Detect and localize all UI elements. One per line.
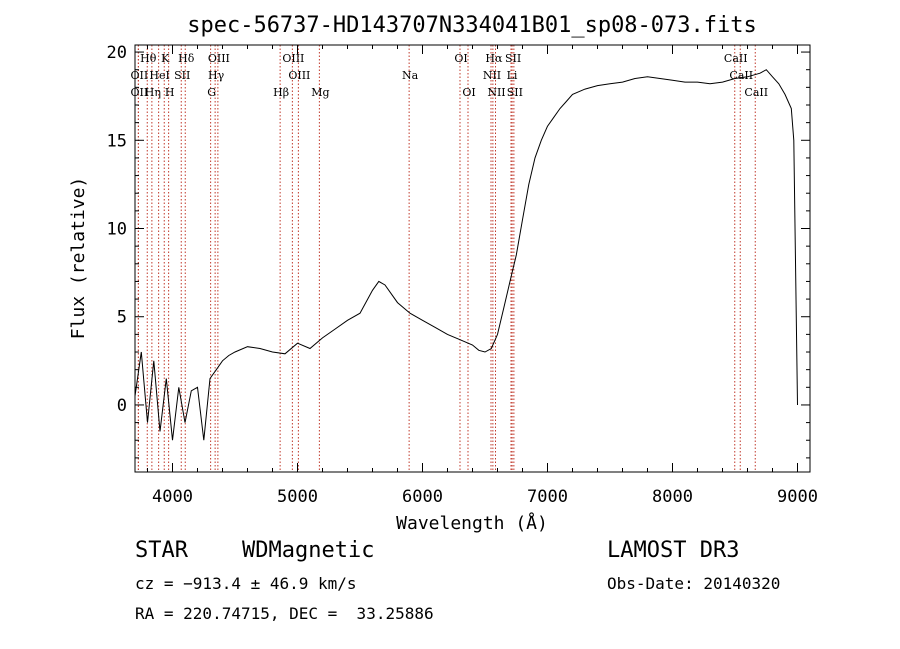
line-marker-label: Hβ [273,86,289,99]
object-class: STAR [135,538,188,563]
object-subclass: WDMagnetic [242,538,375,563]
chart-title: spec-56737-HD143707N334041B01_sp08-073.f… [187,13,757,38]
line-marker-label: NII [483,69,501,82]
line-marker-label: Hγ [208,69,225,82]
y-axis-label: Flux (relative) [68,177,89,340]
y-tick-label: 10 [107,220,127,240]
line-marker-label: K [161,52,170,65]
line-marker-label: OII [131,69,149,82]
line-marker-label: Hδ [178,52,195,65]
line-marker-label: SII [507,86,523,99]
line-marker-label: SII [174,69,190,82]
line-marker-label: Li [507,69,518,82]
line-marker-label: HeI [149,69,169,82]
x-tick-label: 7000 [527,487,568,507]
y-tick-label: 5 [117,308,127,328]
line-marker-label: CaII [744,86,768,99]
line-marker-label: Na [402,69,419,82]
line-marker-label: Hα [485,52,503,65]
x-tick-label: 6000 [402,487,443,507]
line-marker-label: NII [487,86,505,99]
plot-frame [134,44,811,473]
coordinates: RA = 220.74715, DEC = 33.25886 [135,604,434,623]
line-marker-label: OI [454,52,467,65]
x-tick-label: 9000 [777,487,818,507]
line-marker-label: SII [505,52,521,65]
line-marker-label: CaII [729,69,753,82]
line-marker-label: CaII [724,52,748,65]
line-marker-label: OIII [288,69,310,82]
line-marker-label: G [207,86,216,99]
line-marker-label: OIII [208,52,230,65]
line-marker-label: OI [462,86,475,99]
line-marker-label: Hθ [140,52,157,65]
line-marker-group [137,45,756,472]
spectrum-series-line [134,69,798,441]
line-marker-label: H [165,86,175,99]
y-axis-ticks: 0 5 10 15 20 [107,43,810,459]
line-marker-label: Mg [311,86,329,99]
x-tick-label: 4000 [152,487,193,507]
y-tick-label: 15 [107,131,127,151]
redshift-velocity: cz = −913.4 ± 46.9 km/s [135,574,357,593]
survey-name: LAMOST DR3 [607,538,740,563]
observation-date: Obs-Date: 20140320 [607,574,781,593]
line-marker-label: OIII [282,52,304,65]
line-marker-label: Hη [145,86,161,99]
x-tick-label: 5000 [277,487,318,507]
x-axis-label: Wavelength (Å) [396,512,548,534]
y-tick-label: 20 [107,43,127,63]
x-axis-ticks: 4000 5000 6000 7000 8000 9000 [147,45,818,507]
y-tick-label: 0 [117,396,127,416]
x-tick-label: 8000 [652,487,693,507]
